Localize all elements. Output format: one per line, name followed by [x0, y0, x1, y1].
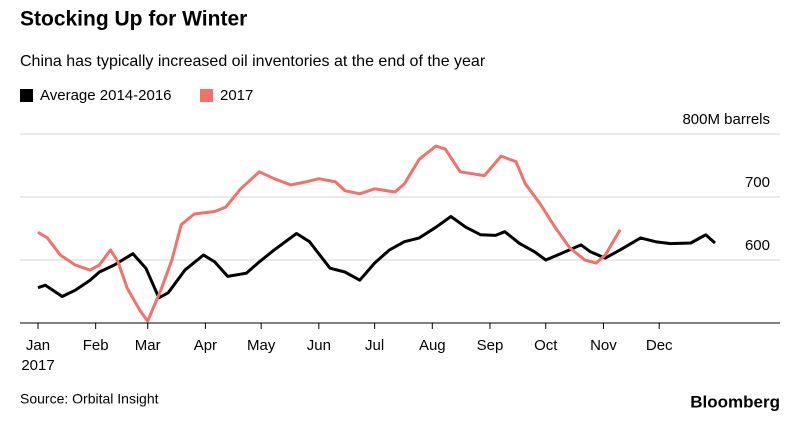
x-tick-label: Jul — [365, 337, 384, 354]
legend-swatch — [200, 89, 213, 102]
x-tick-label: Jun — [307, 337, 331, 354]
x-tick-label: Dec — [646, 337, 673, 354]
x-tick-label: Aug — [419, 337, 446, 354]
brand: Bloomberg — [690, 392, 780, 411]
x-tick-label: Sep — [477, 337, 504, 354]
x-tick-label: Mar — [135, 337, 161, 354]
y-tick-label: 600 — [745, 237, 770, 254]
source: Source: Orbital Insight — [20, 391, 159, 407]
series-line — [37, 215, 716, 300]
y-tick-label: 700 — [745, 174, 770, 191]
y-tick-label: 800M barrels — [682, 111, 770, 128]
x-tick-label: Jan — [26, 337, 50, 354]
x-tick-label: Apr — [194, 337, 217, 354]
x-tick-label: Nov — [590, 337, 617, 354]
x-sublabel: 2017 — [21, 357, 54, 374]
legend-swatch — [20, 89, 33, 102]
chart-title: Stocking Up for Winter — [20, 8, 247, 31]
chart-subtitle: China has typically increased oil invent… — [20, 53, 486, 70]
legend-label: 2017 — [220, 87, 253, 104]
legend-label: Average 2014-2016 — [40, 87, 172, 104]
series-line — [37, 144, 622, 323]
x-tick-label: May — [247, 337, 276, 354]
x-tick-label: Feb — [83, 337, 109, 354]
x-tick-label: Oct — [534, 337, 558, 354]
